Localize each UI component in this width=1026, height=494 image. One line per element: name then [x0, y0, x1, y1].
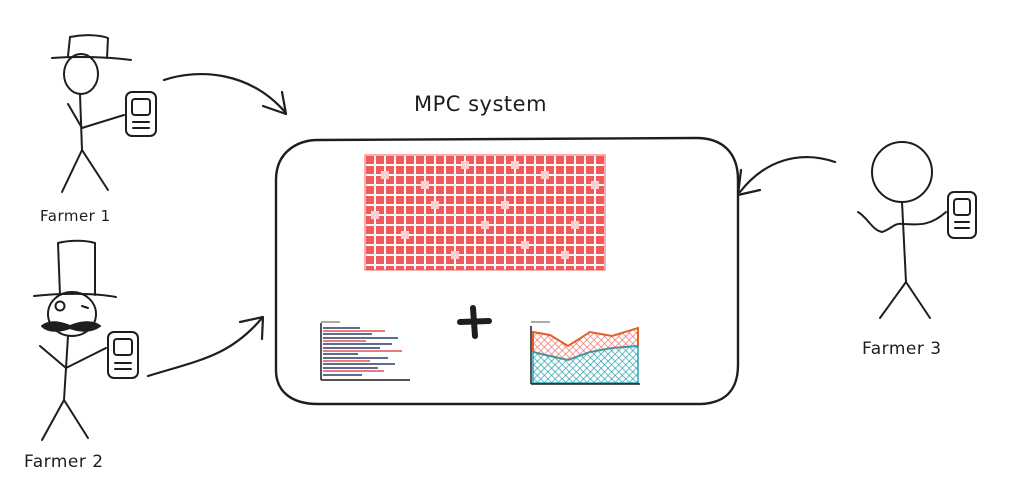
- arrow-farmer1-to-mpc: [162, 72, 288, 116]
- mpc-system-title: MPC system: [414, 92, 548, 116]
- farmer-1-figure: [51, 34, 157, 193]
- farmer-2-figure: [33, 239, 139, 441]
- mustache-icon: [41, 321, 101, 332]
- area-chart-thumbnail: [530, 321, 640, 385]
- farmer-3-figure: [857, 141, 977, 319]
- monocle-icon: [54, 300, 66, 312]
- arrow-farmer3-to-mpc: [736, 155, 837, 197]
- arrow-farmer2-to-mpc: [146, 315, 265, 378]
- phone-icon: [947, 191, 977, 239]
- plus-icon: [457, 305, 492, 339]
- shared-data-grid: [364, 154, 606, 271]
- mpc-system-box: [274, 136, 740, 406]
- farmer-1-label: Farmer 1: [40, 207, 111, 225]
- phone-icon: [107, 331, 139, 379]
- farmer-2-label: Farmer 2: [24, 452, 104, 472]
- phone-icon: [125, 91, 157, 137]
- farmer-3-label: Farmer 3: [862, 339, 942, 359]
- top-hat-icon: [33, 239, 117, 298]
- bar-chart-thumbnail: [320, 321, 410, 381]
- top-hat-icon: [51, 34, 132, 61]
